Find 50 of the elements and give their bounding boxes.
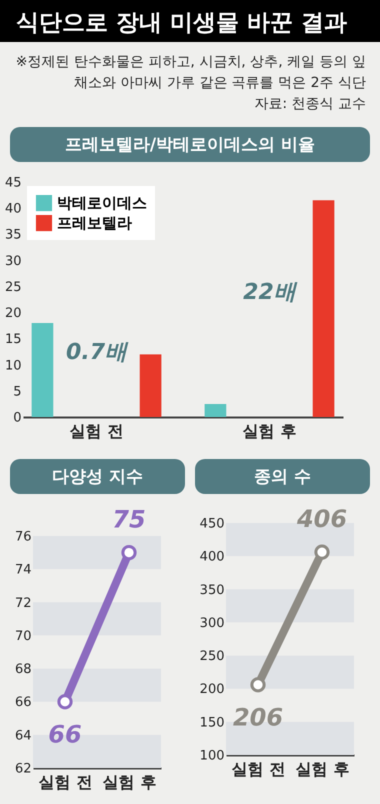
y-tick-label: 25	[4, 280, 22, 295]
data-label: 206	[232, 704, 284, 732]
legend-label: 박테로이데스	[57, 194, 147, 212]
x-tick-label: 실험 후	[102, 772, 156, 792]
y-tick-label: 400	[200, 550, 224, 565]
y-tick-label: 10	[4, 358, 22, 374]
legend-label: 프레보텔라	[57, 214, 132, 232]
data-label: 75	[112, 506, 146, 534]
x-tick-label: 실험 후	[296, 760, 350, 778]
data-label: 66	[48, 720, 82, 749]
y-tick-label: 0	[13, 410, 22, 426]
bar	[312, 200, 334, 417]
annotation: 22배	[243, 280, 298, 305]
x-tick-label: 실험 전	[38, 772, 92, 792]
bar	[32, 323, 54, 417]
x-tick-label: 실험 후	[242, 422, 296, 440]
y-tick-label: 74	[14, 562, 32, 578]
y-tick-label: 64	[14, 728, 32, 744]
text: 자료: 천종식 교수	[253, 95, 366, 114]
y-tick-label: 62	[14, 762, 32, 776]
y-tick-label: 20	[4, 306, 22, 322]
annotation: 0.7배	[66, 340, 129, 365]
y-tick-label: 250	[200, 649, 224, 664]
y-tick-label: 5	[13, 384, 22, 400]
y-tick-label: 30	[4, 254, 22, 269]
y-tick-label: 35	[4, 228, 22, 243]
y-tick-label: 350	[200, 582, 224, 598]
chart-title: 종의 수	[195, 459, 370, 494]
y-tick-label: 40	[4, 202, 22, 217]
text: ※정제된 탄수화물은 피하고, 시금치, 상추, 케일 등의 잎채소와 아마씨 가루 같은 곡류를 먹은 2주 식단	[14, 53, 366, 93]
y-tick-label: 450	[200, 516, 224, 532]
x-tick-label: 실험 전	[232, 760, 286, 778]
data-label: 406	[296, 505, 348, 534]
chart-title: 다양성 지수	[10, 459, 185, 494]
chart-subtitle: 프레보텔라/박테로이데스의 비율	[10, 127, 370, 162]
y-tick-label: 68	[14, 662, 32, 678]
bar	[140, 354, 162, 417]
bar	[204, 404, 226, 417]
y-tick-label: 300	[200, 616, 224, 631]
y-tick-label: 200	[200, 682, 224, 698]
chart-title: 식단으로 장내 미생물 바꾼 결과	[0, 0, 380, 42]
y-tick-label: 45	[4, 176, 22, 190]
x-tick-label: 실험 전	[70, 422, 124, 440]
y-tick-label: 15	[4, 332, 22, 348]
y-tick-label: 66	[14, 695, 32, 710]
y-tick-label: 76	[14, 530, 32, 544]
y-tick-label: 70	[14, 628, 32, 644]
y-tick-label: 100	[200, 748, 224, 764]
y-tick-label: 150	[200, 715, 224, 730]
y-tick-label: 72	[14, 596, 32, 611]
